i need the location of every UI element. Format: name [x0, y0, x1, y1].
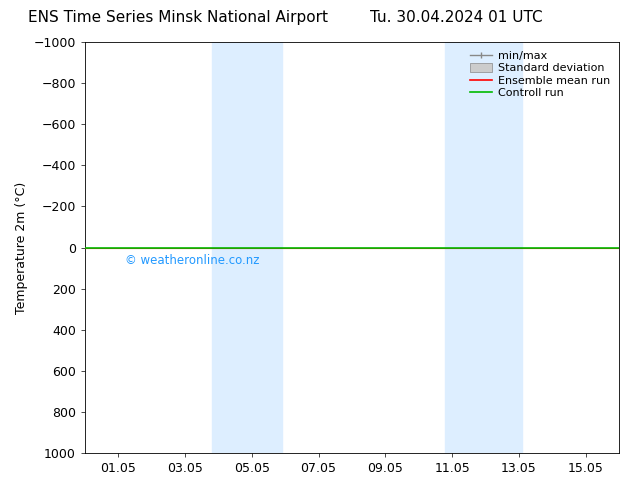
- Bar: [212, 42, 235, 453]
- Y-axis label: Temperature 2m (°C): Temperature 2m (°C): [15, 181, 28, 314]
- Text: ENS Time Series Minsk National Airport: ENS Time Series Minsk National Airport: [27, 10, 328, 25]
- Text: Tu. 30.04.2024 01 UTC: Tu. 30.04.2024 01 UTC: [370, 10, 543, 25]
- Text: © weatheronline.co.nz: © weatheronline.co.nz: [125, 254, 259, 267]
- Bar: [446, 42, 479, 453]
- Bar: [235, 42, 282, 453]
- Bar: [479, 42, 522, 453]
- Legend: min/max, Standard deviation, Ensemble mean run, Controll run: min/max, Standard deviation, Ensemble me…: [467, 48, 614, 101]
